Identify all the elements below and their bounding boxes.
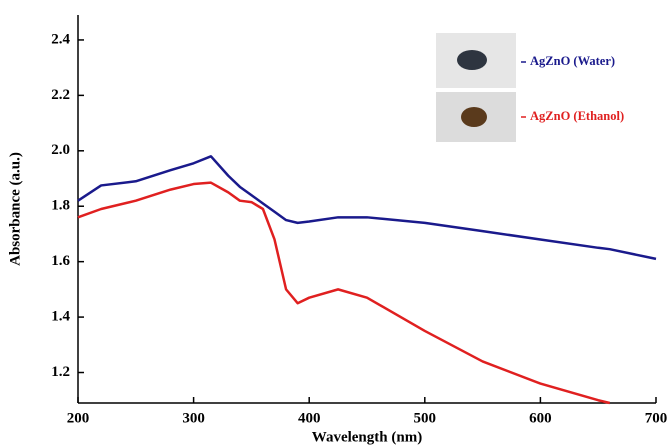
y-tick-label: 2.0 (51, 142, 70, 158)
legend-images (436, 33, 516, 142)
series-line (77, 155, 657, 261)
y-tick-label: 2.2 (51, 87, 70, 103)
x-axis-label: Wavelength (nm) (312, 429, 422, 445)
x-tick-label: 400 (298, 410, 321, 426)
sample-powder (457, 50, 487, 70)
y-tick-label: 1.8 (51, 198, 70, 214)
y-tick-label: 1.2 (51, 364, 70, 380)
sample-powder (461, 107, 487, 127)
x-tick-label: 700 (645, 410, 668, 426)
legend-label: AgZnO (Water) (530, 54, 615, 68)
legend-label: AgZnO (Ethanol) (530, 109, 624, 123)
series-line (77, 181, 611, 405)
x-tick-label: 200 (67, 410, 90, 426)
y-tick-label: 1.6 (51, 253, 70, 269)
y-tick-label: 1.4 (51, 309, 70, 325)
x-tick-label: 300 (182, 410, 205, 426)
x-tick-label: 500 (414, 410, 437, 426)
x-tick-label: 600 (529, 410, 552, 426)
y-axis-label: Absorbance (a.u.) (7, 152, 23, 266)
y-tick-label: 2.4 (51, 31, 70, 47)
